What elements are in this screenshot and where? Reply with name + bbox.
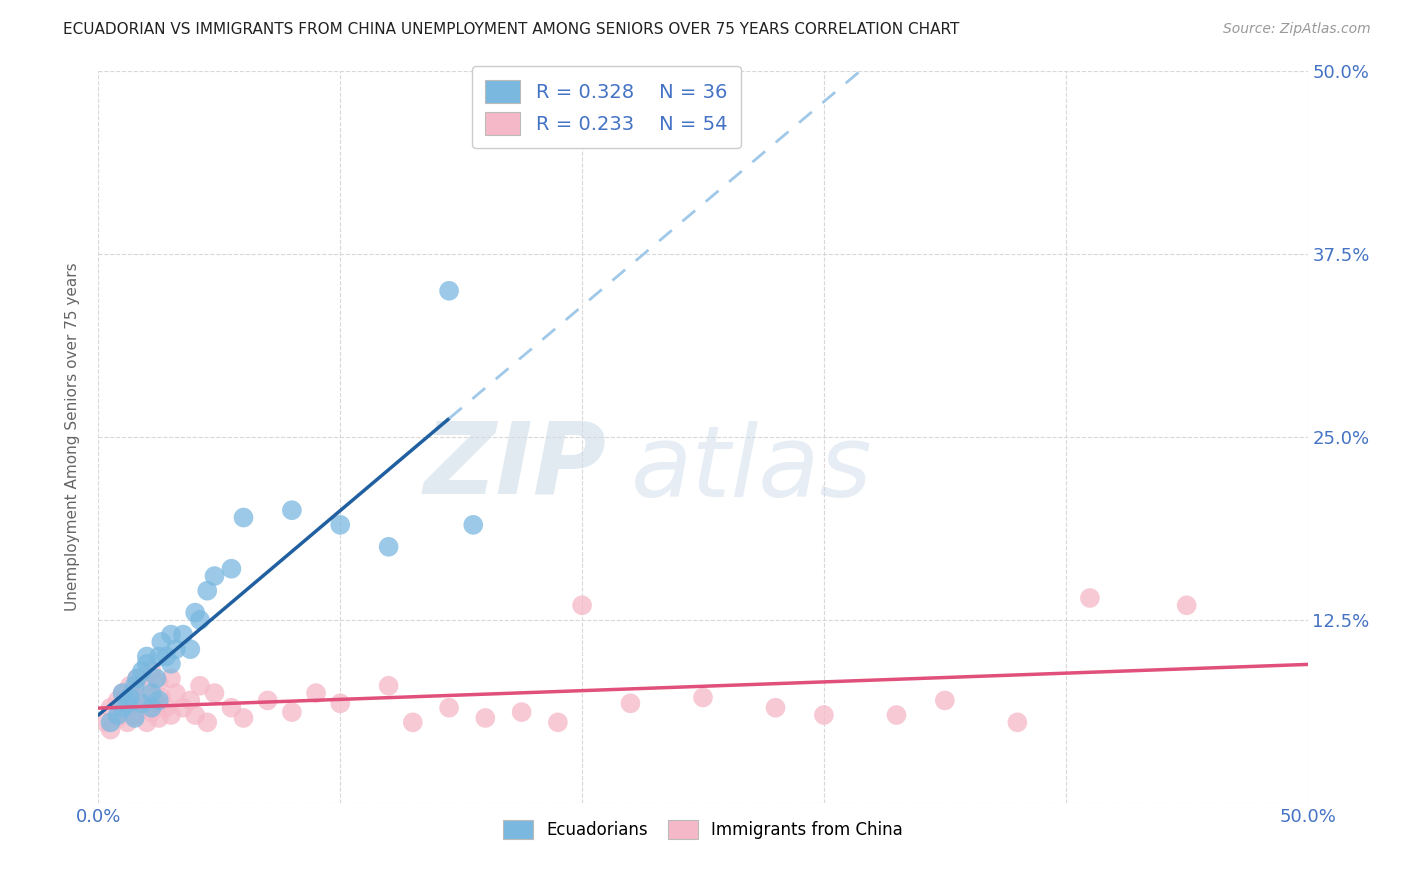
Point xyxy=(474,711,496,725)
Point xyxy=(172,700,194,714)
Point xyxy=(141,686,163,700)
Point xyxy=(118,679,141,693)
Point xyxy=(135,681,157,696)
Point xyxy=(148,676,170,690)
Point xyxy=(377,540,399,554)
Point xyxy=(155,649,177,664)
Point xyxy=(160,657,183,671)
Point xyxy=(94,715,117,730)
Point xyxy=(160,672,183,686)
Point xyxy=(437,284,460,298)
Point xyxy=(510,705,533,719)
Point xyxy=(107,708,129,723)
Point xyxy=(232,711,254,725)
Point xyxy=(124,679,146,693)
Point xyxy=(141,664,163,678)
Point xyxy=(148,649,170,664)
Point xyxy=(402,715,425,730)
Point xyxy=(765,700,787,714)
Point xyxy=(232,510,254,524)
Point xyxy=(463,517,485,532)
Point xyxy=(127,672,149,686)
Point xyxy=(160,708,183,723)
Point xyxy=(692,690,714,705)
Point xyxy=(221,562,243,576)
Point xyxy=(184,708,207,723)
Point xyxy=(127,672,149,686)
Point xyxy=(141,705,163,719)
Point xyxy=(195,715,218,730)
Point xyxy=(150,635,173,649)
Point xyxy=(131,696,153,710)
Point xyxy=(571,599,593,613)
Point xyxy=(165,642,187,657)
Point xyxy=(160,627,183,641)
Point xyxy=(1078,591,1101,605)
Point xyxy=(100,715,122,730)
Point xyxy=(329,517,352,532)
Point xyxy=(329,696,352,710)
Point xyxy=(131,700,153,714)
Point xyxy=(111,686,134,700)
Point xyxy=(188,613,211,627)
Point xyxy=(1007,715,1029,730)
Point xyxy=(221,700,243,714)
Point xyxy=(124,708,146,723)
Point xyxy=(179,642,201,657)
Point xyxy=(204,686,226,700)
Point xyxy=(377,679,399,693)
Point xyxy=(107,693,129,707)
Point xyxy=(256,693,278,707)
Point xyxy=(165,686,187,700)
Point xyxy=(172,627,194,641)
Point xyxy=(148,693,170,707)
Point xyxy=(118,696,141,710)
Point xyxy=(148,711,170,725)
Point xyxy=(886,708,908,723)
Point xyxy=(124,711,146,725)
Point xyxy=(281,503,304,517)
Point xyxy=(813,708,835,723)
Point xyxy=(184,606,207,620)
Point xyxy=(437,700,460,714)
Point xyxy=(100,723,122,737)
Point xyxy=(111,686,134,700)
Point xyxy=(117,696,139,710)
Point xyxy=(281,705,304,719)
Point xyxy=(305,686,328,700)
Point xyxy=(934,693,956,707)
Point xyxy=(107,711,129,725)
Point xyxy=(155,700,177,714)
Point xyxy=(131,664,153,678)
Point xyxy=(135,649,157,664)
Point xyxy=(150,690,173,705)
Point xyxy=(195,583,218,598)
Point xyxy=(111,700,134,714)
Point xyxy=(135,657,157,671)
Point xyxy=(117,715,139,730)
Point xyxy=(124,690,146,705)
Text: atlas: atlas xyxy=(630,422,872,518)
Point xyxy=(141,700,163,714)
Point xyxy=(547,715,569,730)
Point xyxy=(619,696,641,710)
Point xyxy=(111,705,134,719)
Point xyxy=(145,696,167,710)
Point xyxy=(179,693,201,707)
Y-axis label: Unemployment Among Seniors over 75 years: Unemployment Among Seniors over 75 years xyxy=(65,263,80,611)
Point xyxy=(100,700,122,714)
Text: Source: ZipAtlas.com: Source: ZipAtlas.com xyxy=(1223,22,1371,37)
Legend: Ecuadorians, Immigrants from China: Ecuadorians, Immigrants from China xyxy=(496,814,910,846)
Point xyxy=(1175,599,1198,613)
Point xyxy=(135,715,157,730)
Point xyxy=(204,569,226,583)
Text: ZIP: ZIP xyxy=(423,417,606,515)
Point xyxy=(145,672,167,686)
Point xyxy=(118,690,141,705)
Text: ECUADORIAN VS IMMIGRANTS FROM CHINA UNEMPLOYMENT AMONG SENIORS OVER 75 YEARS COR: ECUADORIAN VS IMMIGRANTS FROM CHINA UNEM… xyxy=(63,22,960,37)
Point xyxy=(188,679,211,693)
